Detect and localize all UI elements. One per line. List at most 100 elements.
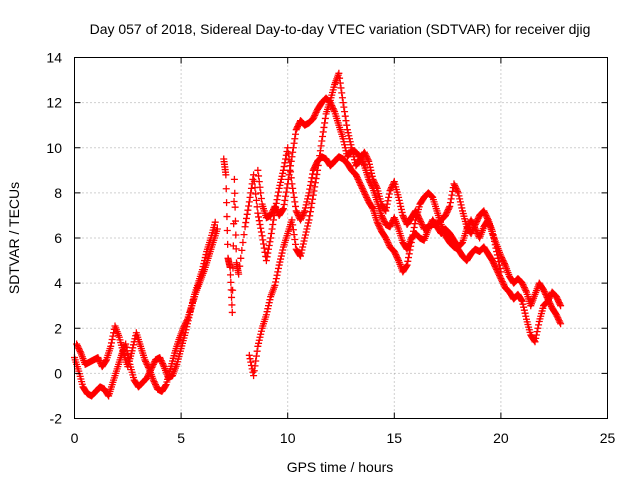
data-point: [346, 138, 354, 146]
data-point: [263, 308, 271, 316]
data-point: [373, 218, 381, 226]
data-point: [385, 193, 393, 201]
data-point: [554, 314, 562, 322]
data-point: [301, 231, 309, 239]
data-point: [300, 237, 308, 245]
data-point: [211, 218, 219, 226]
data-point: [315, 157, 323, 165]
data-point: [336, 79, 344, 87]
data-point: [368, 169, 376, 177]
data-point: [260, 240, 268, 248]
data-point: [519, 281, 527, 289]
data-point: [252, 357, 260, 365]
data-point: [468, 217, 476, 225]
data-point: [109, 332, 117, 340]
data-point: [343, 126, 351, 134]
data-point: [405, 250, 413, 258]
data-point: [541, 289, 549, 297]
data-point: [312, 175, 320, 183]
data-point: [156, 354, 164, 362]
y-tick-label: 4: [54, 275, 62, 291]
data-point: [499, 257, 507, 265]
data-point: [259, 236, 267, 244]
data-point: [387, 184, 395, 192]
data-point: [180, 323, 188, 331]
data-point: [181, 320, 189, 328]
data-point: [520, 306, 528, 314]
data-point: [228, 301, 236, 309]
data-point: [454, 189, 462, 197]
data-point: [424, 225, 432, 233]
data-point: [395, 196, 403, 204]
data-point: [310, 165, 318, 173]
data-point: [556, 300, 564, 308]
data-point: [347, 141, 355, 149]
data-point: [384, 239, 392, 247]
data-point: [149, 376, 157, 384]
data-point: [122, 340, 130, 348]
data-point: [289, 189, 297, 197]
data-point: [416, 216, 424, 224]
data-point: [398, 208, 406, 216]
data-point: [300, 208, 308, 216]
data-point: [356, 180, 364, 188]
data-point: [287, 162, 295, 170]
data-point: [245, 198, 253, 206]
data-point: [245, 202, 253, 210]
data-point: [417, 217, 425, 225]
data-point: [500, 281, 508, 289]
data-point: [260, 244, 268, 252]
data-point: [490, 234, 498, 242]
data-point: [310, 113, 318, 121]
data-point: [257, 224, 265, 232]
x-axis-label: GPS time / hours: [287, 459, 394, 475]
data-point: [403, 261, 411, 269]
data-point: [258, 232, 266, 240]
data-point: [520, 284, 528, 292]
data-point: [306, 181, 314, 189]
data-point: [368, 204, 376, 212]
data-point: [256, 183, 264, 191]
data-point: [152, 381, 160, 389]
data-point: [285, 171, 293, 179]
data-point: [255, 336, 263, 344]
data-point: [353, 174, 361, 182]
data-point: [491, 241, 499, 249]
data-point: [489, 231, 497, 239]
data-point: [289, 221, 297, 229]
y-tick-label: 14: [46, 50, 62, 66]
data-point: [284, 175, 292, 183]
data-point: [496, 264, 504, 272]
data-point: [390, 248, 398, 256]
data-point: [490, 260, 498, 268]
data-point: [340, 138, 348, 146]
data-point: [452, 184, 460, 192]
data-point: [274, 188, 282, 196]
data-point: [95, 357, 103, 365]
data-point: [540, 287, 548, 295]
data-point: [378, 213, 386, 221]
data-point: [297, 249, 305, 257]
data-point: [499, 279, 507, 287]
data-point: [455, 192, 463, 200]
data-point: [249, 368, 257, 376]
data-point: [272, 205, 280, 213]
data-point: [242, 214, 250, 222]
data-point: [397, 202, 405, 210]
data-point: [247, 358, 255, 366]
data-point: [357, 154, 365, 162]
x-tick-label: 10: [280, 430, 296, 446]
data-point: [358, 183, 366, 191]
y-axis-label: SDTVAR / TECUs: [6, 182, 22, 294]
data-point: [363, 154, 371, 162]
data-point: [375, 221, 383, 229]
data-point: [244, 206, 252, 214]
data-point: [444, 205, 452, 213]
data-point: [262, 257, 270, 265]
data-point: [232, 231, 240, 239]
data-point: [224, 240, 232, 248]
data-point: [382, 204, 390, 212]
data-point: [471, 225, 479, 233]
data-point: [552, 293, 560, 301]
data-point: [380, 216, 388, 224]
